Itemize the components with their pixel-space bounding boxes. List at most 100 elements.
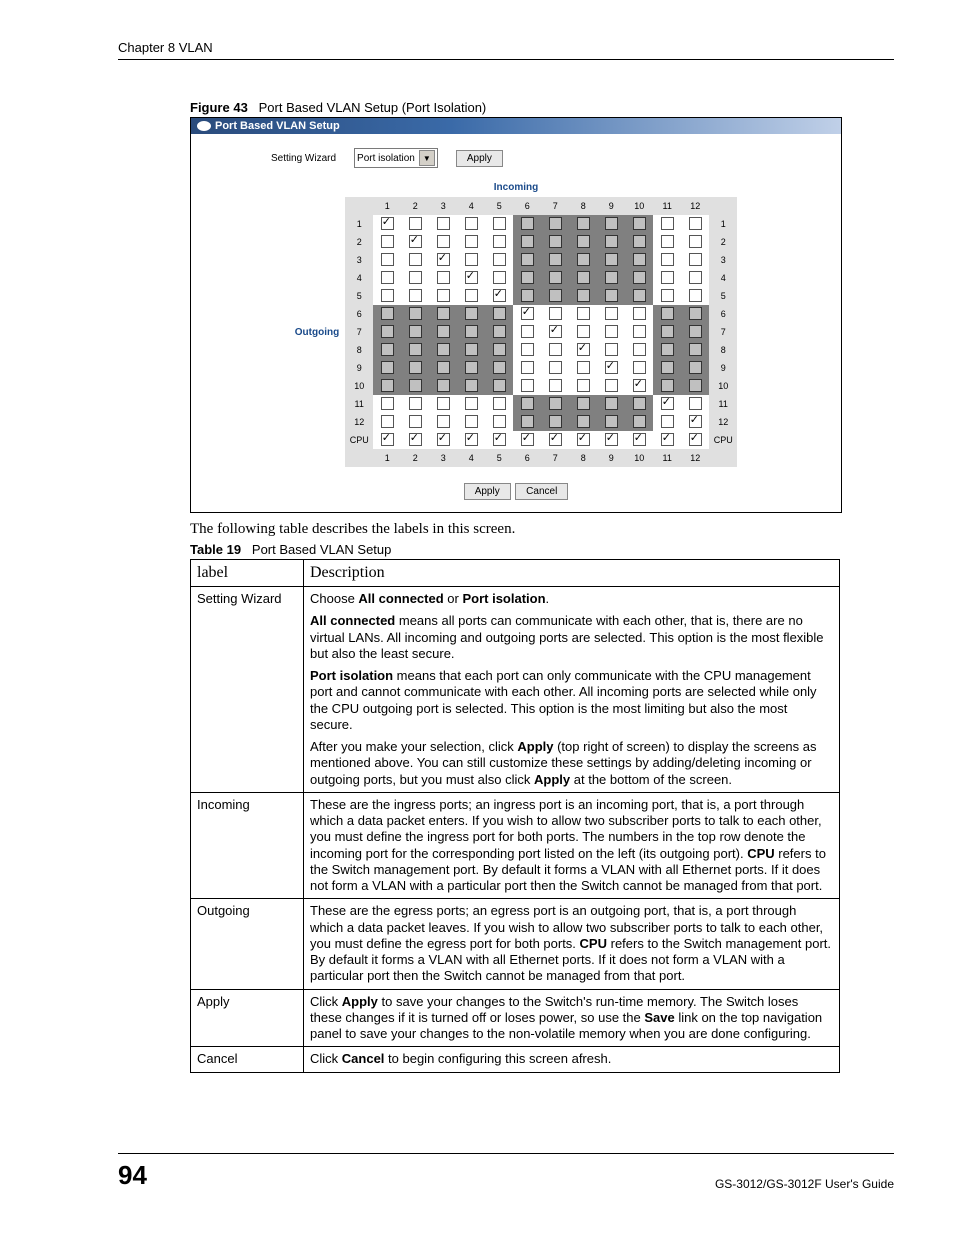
checkbox-icon[interactable] — [689, 307, 702, 320]
grid-cell[interactable] — [485, 377, 513, 395]
grid-cell[interactable] — [485, 233, 513, 251]
grid-cell[interactable] — [625, 305, 653, 323]
checkbox-icon[interactable] — [381, 343, 394, 356]
checkbox-icon[interactable] — [493, 307, 506, 320]
checkbox-icon[interactable] — [689, 361, 702, 374]
checkbox-icon[interactable] — [437, 379, 450, 392]
grid-cell[interactable] — [373, 269, 401, 287]
grid-cell[interactable] — [681, 269, 709, 287]
checkbox-icon[interactable] — [465, 217, 478, 230]
checkbox-icon[interactable] — [549, 397, 562, 410]
checkbox-icon[interactable] — [549, 379, 562, 392]
grid-cell[interactable] — [485, 341, 513, 359]
grid-cell[interactable] — [681, 251, 709, 269]
checkbox-icon[interactable] — [409, 271, 422, 284]
checkbox-icon[interactable] — [409, 433, 422, 446]
grid-cell[interactable] — [457, 269, 485, 287]
grid-cell[interactable] — [653, 323, 681, 341]
grid-cell[interactable] — [373, 251, 401, 269]
checkbox-icon[interactable] — [577, 415, 590, 428]
grid-cell[interactable] — [569, 359, 597, 377]
grid-cell[interactable] — [373, 359, 401, 377]
checkbox-icon[interactable] — [633, 415, 646, 428]
checkbox-icon[interactable] — [493, 379, 506, 392]
grid-cell[interactable] — [401, 323, 429, 341]
grid-cell[interactable] — [597, 323, 625, 341]
grid-cell[interactable] — [541, 359, 569, 377]
grid-cell[interactable] — [681, 359, 709, 377]
grid-cell[interactable] — [625, 359, 653, 377]
grid-cell[interactable] — [597, 431, 625, 449]
grid-cell[interactable] — [541, 377, 569, 395]
checkbox-icon[interactable] — [521, 253, 534, 266]
checkbox-icon[interactable] — [633, 397, 646, 410]
checkbox-icon[interactable] — [409, 325, 422, 338]
grid-cell[interactable] — [401, 251, 429, 269]
grid-cell[interactable] — [541, 233, 569, 251]
checkbox-icon[interactable] — [605, 343, 618, 356]
grid-cell[interactable] — [597, 341, 625, 359]
checkbox-icon[interactable] — [493, 235, 506, 248]
checkbox-icon[interactable] — [381, 379, 394, 392]
checkbox-icon[interactable] — [521, 217, 534, 230]
checkbox-icon[interactable] — [661, 433, 674, 446]
checkbox-icon[interactable] — [605, 307, 618, 320]
checkbox-icon[interactable] — [577, 397, 590, 410]
checkbox-icon[interactable] — [381, 271, 394, 284]
checkbox-icon[interactable] — [437, 253, 450, 266]
grid-cell[interactable] — [401, 413, 429, 431]
grid-cell[interactable] — [681, 233, 709, 251]
checkbox-icon[interactable] — [409, 361, 422, 374]
grid-cell[interactable] — [569, 305, 597, 323]
checkbox-icon[interactable] — [661, 361, 674, 374]
grid-cell[interactable] — [569, 215, 597, 233]
grid-cell[interactable] — [429, 413, 457, 431]
grid-cell[interactable] — [429, 269, 457, 287]
checkbox-icon[interactable] — [549, 415, 562, 428]
grid-cell[interactable] — [373, 215, 401, 233]
checkbox-icon[interactable] — [465, 379, 478, 392]
checkbox-icon[interactable] — [437, 361, 450, 374]
checkbox-icon[interactable] — [493, 343, 506, 356]
grid-cell[interactable] — [513, 269, 541, 287]
grid-cell[interactable] — [457, 305, 485, 323]
checkbox-icon[interactable] — [577, 235, 590, 248]
checkbox-icon[interactable] — [549, 217, 562, 230]
checkbox-icon[interactable] — [381, 307, 394, 320]
checkbox-icon[interactable] — [577, 289, 590, 302]
grid-cell[interactable] — [401, 377, 429, 395]
grid-cell[interactable] — [625, 215, 653, 233]
checkbox-icon[interactable] — [661, 289, 674, 302]
grid-cell[interactable] — [597, 305, 625, 323]
checkbox-icon[interactable] — [381, 235, 394, 248]
grid-cell[interactable] — [513, 413, 541, 431]
checkbox-icon[interactable] — [689, 343, 702, 356]
apply-bottom-button[interactable]: Apply — [464, 483, 511, 500]
checkbox-icon[interactable] — [437, 217, 450, 230]
checkbox-icon[interactable] — [661, 217, 674, 230]
checkbox-icon[interactable] — [437, 289, 450, 302]
checkbox-icon[interactable] — [549, 343, 562, 356]
grid-cell[interactable] — [513, 395, 541, 413]
grid-cell[interactable] — [597, 251, 625, 269]
grid-cell[interactable] — [681, 287, 709, 305]
grid-cell[interactable] — [681, 215, 709, 233]
grid-cell[interactable] — [485, 251, 513, 269]
grid-cell[interactable] — [429, 431, 457, 449]
grid-cell[interactable] — [569, 233, 597, 251]
grid-cell[interactable] — [681, 323, 709, 341]
chevron-down-icon[interactable]: ▼ — [419, 150, 435, 166]
checkbox-icon[interactable] — [661, 379, 674, 392]
grid-cell[interactable] — [569, 395, 597, 413]
grid-cell[interactable] — [569, 341, 597, 359]
checkbox-icon[interactable] — [549, 361, 562, 374]
checkbox-icon[interactable] — [409, 397, 422, 410]
grid-cell[interactable] — [653, 359, 681, 377]
checkbox-icon[interactable] — [465, 343, 478, 356]
wizard-dropdown[interactable]: Port isolation ▼ — [354, 148, 438, 168]
grid-cell[interactable] — [569, 431, 597, 449]
grid-cell[interactable] — [541, 269, 569, 287]
checkbox-icon[interactable] — [689, 397, 702, 410]
grid-cell[interactable] — [457, 323, 485, 341]
grid-cell[interactable] — [597, 287, 625, 305]
